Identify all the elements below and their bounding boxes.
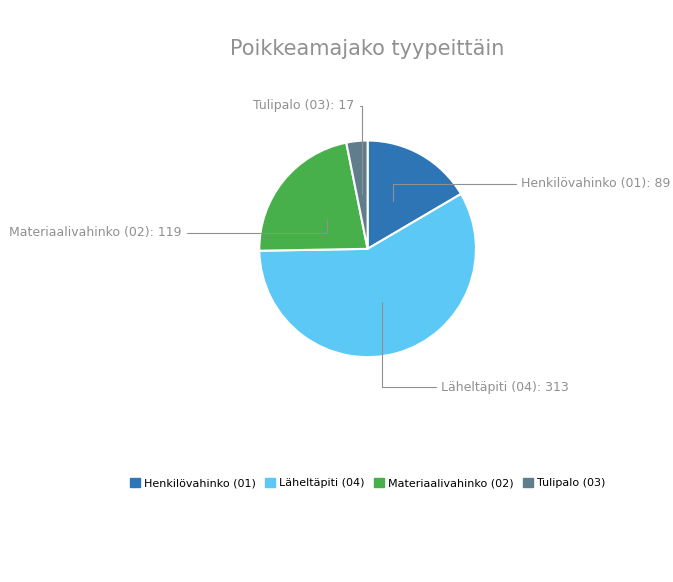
Legend: Henkilövahinko (01), Läheltäpiti (04), Materiaalivahinko (02), Tulipalo (03): Henkilövahinko (01), Läheltäpiti (04), M… [125,474,610,493]
Wedge shape [259,194,476,357]
Wedge shape [259,143,367,251]
Wedge shape [346,140,367,249]
Text: Tulipalo (03): 17: Tulipalo (03): 17 [253,100,363,194]
Text: Materiaalivahinko (02): 119: Materiaalivahinko (02): 119 [9,219,327,239]
Text: Läheltäpiti (04): 313: Läheltäpiti (04): 313 [382,301,569,394]
Title: Poikkeamajako tyypeittäin: Poikkeamajako tyypeittäin [230,38,505,59]
Wedge shape [367,140,461,249]
Text: Henkilövahinko (01): 89: Henkilövahinko (01): 89 [394,178,671,201]
